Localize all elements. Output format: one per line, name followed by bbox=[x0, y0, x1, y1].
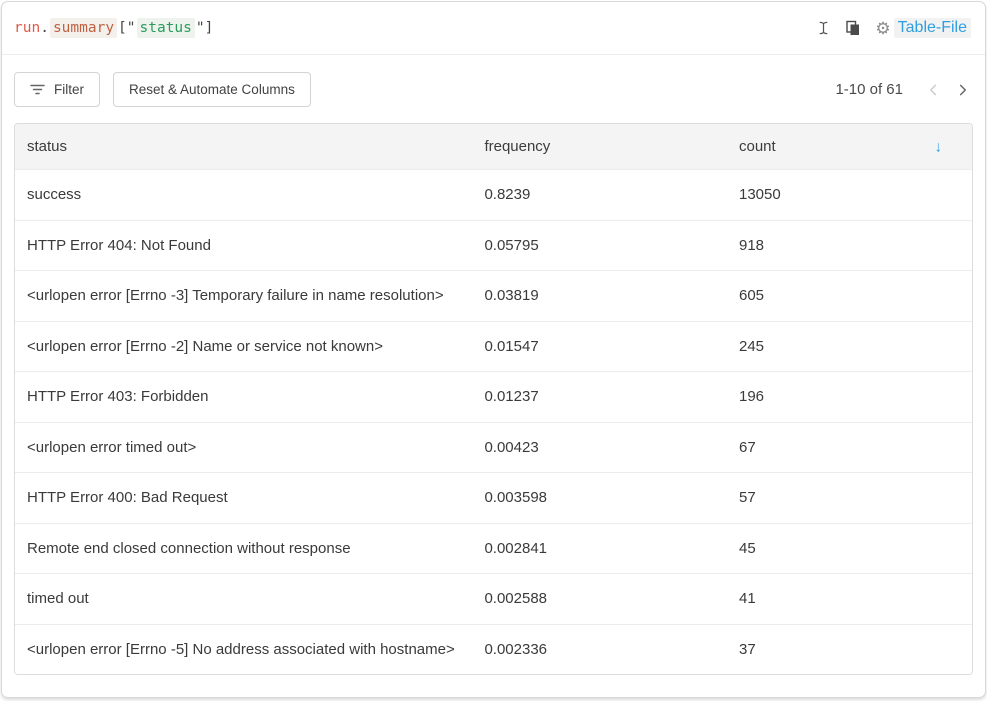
table-row: HTTP Error 404: Not Found 0.05795 918 bbox=[15, 219, 972, 270]
table-row: Remote end closed connection without res… bbox=[15, 522, 972, 573]
table-row: <urlopen error timed out> 0.00423 67 bbox=[15, 421, 972, 472]
code-token-string: status bbox=[136, 18, 195, 38]
copy-icon[interactable] bbox=[845, 20, 861, 36]
column-header-status[interactable]: status bbox=[27, 138, 68, 155]
cell-status: Remote end closed connection without res… bbox=[27, 539, 351, 557]
cell-count: 13050 bbox=[738, 186, 781, 204]
cell-status: HTTP Error 400: Bad Request bbox=[27, 489, 228, 507]
column-header-frequency[interactable]: frequency bbox=[484, 138, 551, 155]
panel-type-label: Table-File bbox=[893, 18, 971, 38]
cell-frequency: 0.01547 bbox=[484, 337, 539, 355]
chevron-left-icon bbox=[927, 83, 940, 97]
sort-descending-icon[interactable]: ↓ bbox=[934, 138, 943, 155]
code-token-quote: " bbox=[126, 20, 136, 36]
cell-status: <urlopen error [Errno -5] No address ass… bbox=[27, 640, 455, 658]
cell-count: 918 bbox=[738, 236, 765, 254]
cell-frequency: 0.002588 bbox=[484, 590, 548, 608]
chevron-right-icon bbox=[956, 83, 969, 97]
pagination: 1-10 of 61 bbox=[835, 81, 973, 99]
code-token-attr: summary bbox=[49, 18, 118, 38]
table-row: <urlopen error [Errno -3] Temporary fail… bbox=[15, 270, 972, 321]
previous-page-button[interactable] bbox=[923, 81, 944, 99]
cell-status: HTTP Error 404: Not Found bbox=[27, 236, 211, 254]
cell-frequency: 0.002336 bbox=[484, 640, 548, 658]
code-token-punct: [ bbox=[118, 20, 127, 36]
cell-frequency: 0.01237 bbox=[484, 388, 539, 406]
data-table: status frequency count ↓ success 0.8239 … bbox=[14, 123, 973, 675]
code-expression[interactable]: run. summary [" status "] bbox=[14, 18, 213, 38]
cell-status: <urlopen error timed out> bbox=[27, 438, 197, 456]
table-row: success 0.8239 13050 bbox=[15, 169, 972, 220]
cell-frequency: 0.00423 bbox=[484, 438, 539, 456]
cell-status: timed out bbox=[27, 590, 89, 608]
reset-automate-columns-button[interactable]: Reset & Automate Columns bbox=[113, 72, 311, 107]
code-token-object: run bbox=[14, 20, 41, 36]
cell-status: success bbox=[27, 186, 82, 204]
table-row: <urlopen error [Errno -2] Name or servic… bbox=[15, 320, 972, 371]
table-toolbar: Filter Reset & Automate Columns 1-10 of … bbox=[14, 72, 973, 107]
cell-count: 41 bbox=[738, 590, 756, 608]
cell-count: 605 bbox=[738, 287, 765, 305]
table-header-row: status frequency count ↓ bbox=[15, 124, 972, 169]
table-row: <urlopen error [Errno -5] No address ass… bbox=[15, 623, 972, 674]
cell-status: <urlopen error [Errno -3] Temporary fail… bbox=[27, 287, 444, 305]
filter-button[interactable]: Filter bbox=[14, 72, 100, 107]
cell-count: 45 bbox=[738, 539, 756, 557]
code-token-punct: . bbox=[40, 20, 49, 36]
cell-frequency: 0.8239 bbox=[484, 186, 531, 204]
cell-frequency: 0.002841 bbox=[484, 539, 548, 557]
cell-frequency: 0.05795 bbox=[484, 236, 539, 254]
cell-count: 57 bbox=[738, 489, 756, 507]
cell-frequency: 0.003598 bbox=[484, 489, 548, 507]
text-cursor-icon[interactable] bbox=[816, 20, 831, 36]
pagination-range-label: 1-10 of 61 bbox=[835, 81, 903, 98]
reset-automate-columns-label: Reset & Automate Columns bbox=[129, 82, 295, 97]
cell-count: 196 bbox=[738, 388, 765, 406]
next-page-button[interactable] bbox=[952, 81, 973, 99]
cell-count: 245 bbox=[738, 337, 765, 355]
table-row: HTTP Error 400: Bad Request 0.003598 57 bbox=[15, 472, 972, 523]
cell-count: 37 bbox=[738, 640, 756, 658]
table-row: HTTP Error 403: Forbidden 0.01237 196 bbox=[15, 371, 972, 422]
code-token-quote: " bbox=[195, 20, 205, 36]
code-token-punct: ] bbox=[204, 20, 214, 36]
panel-header-bar: run. summary [" status "] ⚙ Table-File bbox=[2, 2, 985, 55]
panel-type-selector[interactable]: Table-File bbox=[893, 18, 971, 38]
table-body: success 0.8239 13050 HTTP Error 404: Not… bbox=[15, 169, 972, 674]
cell-count: 67 bbox=[738, 438, 756, 456]
cell-status: <urlopen error [Errno -2] Name or servic… bbox=[27, 337, 383, 355]
gear-icon[interactable]: ⚙ bbox=[875, 18, 891, 38]
panel-header-actions: ⚙ Table-File bbox=[802, 18, 971, 38]
cell-frequency: 0.03819 bbox=[484, 287, 539, 305]
filter-icon bbox=[30, 84, 45, 95]
column-header-count[interactable]: count bbox=[738, 138, 776, 155]
table-row: timed out 0.002588 41 bbox=[15, 573, 972, 624]
filter-button-label: Filter bbox=[54, 82, 84, 97]
cell-status: HTTP Error 403: Forbidden bbox=[27, 388, 209, 406]
